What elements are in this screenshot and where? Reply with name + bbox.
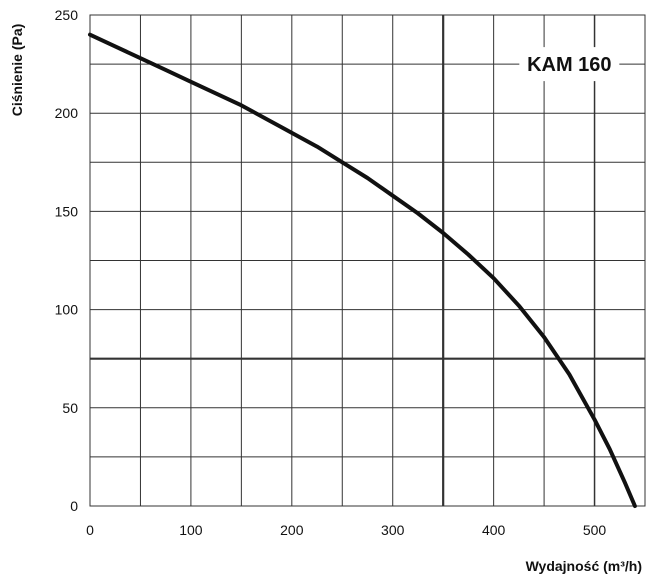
- grid-layer: [89, 14, 646, 507]
- x-tick-label: 200: [280, 522, 304, 538]
- y-tick-label: 200: [55, 105, 79, 121]
- model-label: KAM 160: [527, 54, 611, 76]
- plot-border: [89, 14, 646, 507]
- y-tick-label: 100: [55, 302, 79, 318]
- y-tick-label: 250: [55, 7, 79, 23]
- y-tick-label: 50: [62, 400, 78, 416]
- x-tick-label: 0: [86, 522, 94, 538]
- performance-curve: [88, 32, 637, 508]
- y-tick-label: 0: [70, 498, 78, 514]
- x-tick-label: 500: [583, 522, 607, 538]
- tick-layer: 0 100 200 300 400 500 0 50 100 150 200 250: [55, 7, 607, 538]
- x-tick-label: 300: [381, 522, 405, 538]
- y-tick-label: 150: [55, 203, 79, 219]
- x-tick-label: 100: [179, 522, 203, 538]
- x-tick-label: 400: [482, 522, 506, 538]
- curve-layer: [88, 32, 637, 508]
- x-axis-label: Wydajność (m³/h): [526, 558, 642, 574]
- model-label-background: [519, 47, 620, 82]
- y-axis-label: Ciśnienie (Pa): [9, 24, 25, 117]
- annotation-layer: KAM 160: [519, 47, 620, 82]
